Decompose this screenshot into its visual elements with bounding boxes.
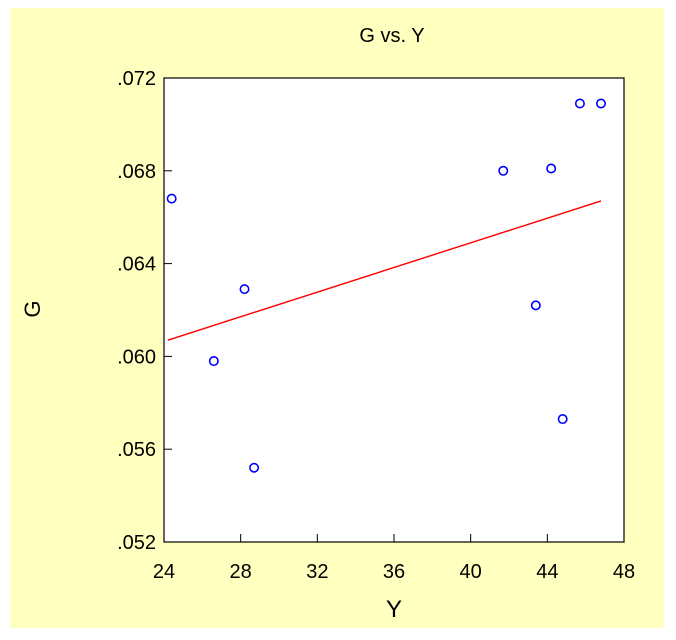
x-tick-label: 24 <box>153 561 175 583</box>
scatter-point <box>498 165 509 176</box>
scatter-point <box>557 414 568 425</box>
regression-line <box>167 200 602 341</box>
x-tick-label: 36 <box>383 561 405 583</box>
plot-area <box>163 77 625 543</box>
scatter-point <box>239 284 250 295</box>
y-tick-label: .068 <box>117 161 156 183</box>
x-tick-label: 28 <box>230 561 252 583</box>
x-axis-label: Y <box>386 596 402 623</box>
scatter-points <box>166 98 606 473</box>
x-ticks: 24 28 32 36 40 44 48 <box>153 534 635 583</box>
x-tick-label: 32 <box>306 561 328 583</box>
fit-line-group <box>167 200 602 341</box>
y-ticks: .052 .056 .060 .064 .068 .072 <box>117 68 172 554</box>
scatter-point <box>530 300 541 311</box>
x-tick-label: 44 <box>536 561 558 583</box>
y-tick-label: .064 <box>117 254 156 276</box>
y-tick-label: .072 <box>117 68 156 90</box>
x-tick-label: 40 <box>460 561 482 583</box>
chart-title: G vs. Y <box>359 25 424 47</box>
scatter-point <box>249 462 260 473</box>
y-tick-label: .060 <box>117 346 156 368</box>
scatter-point <box>166 193 177 204</box>
y-tick-label: .052 <box>117 532 156 554</box>
y-tick-label: .056 <box>117 439 156 461</box>
scatter-point <box>546 163 557 174</box>
x-tick-label: 48 <box>613 561 635 583</box>
scatter-point <box>208 356 219 367</box>
scatter-point <box>574 98 585 109</box>
scatter-point <box>595 98 606 109</box>
y-axis-label: G <box>20 300 45 317</box>
